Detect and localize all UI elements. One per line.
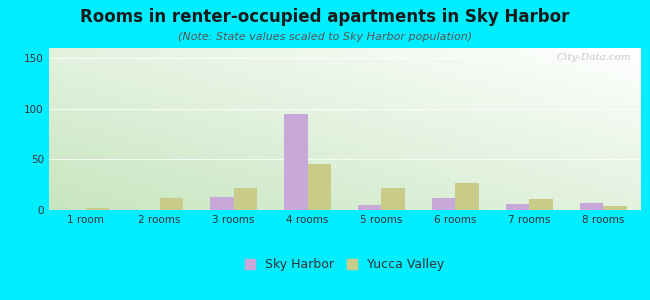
Text: (Note: State values scaled to Sky Harbor population): (Note: State values scaled to Sky Harbor…: [178, 32, 472, 41]
Bar: [529, 199, 553, 210]
Text: City-Data.com: City-Data.com: [556, 53, 631, 62]
Bar: [456, 183, 479, 210]
Bar: [210, 197, 233, 210]
Bar: [233, 188, 257, 210]
Bar: [284, 114, 307, 210]
Bar: [382, 188, 405, 210]
Bar: [160, 198, 183, 210]
Bar: [506, 204, 529, 210]
Bar: [432, 198, 456, 210]
Bar: [86, 208, 109, 210]
Bar: [603, 206, 627, 210]
Text: Rooms in renter-occupied apartments in Sky Harbor: Rooms in renter-occupied apartments in S…: [81, 8, 569, 26]
Legend: Sky Harbor, Yucca Valley: Sky Harbor, Yucca Valley: [241, 254, 448, 275]
Bar: [307, 164, 332, 210]
Bar: [358, 205, 382, 210]
Bar: [580, 203, 603, 210]
